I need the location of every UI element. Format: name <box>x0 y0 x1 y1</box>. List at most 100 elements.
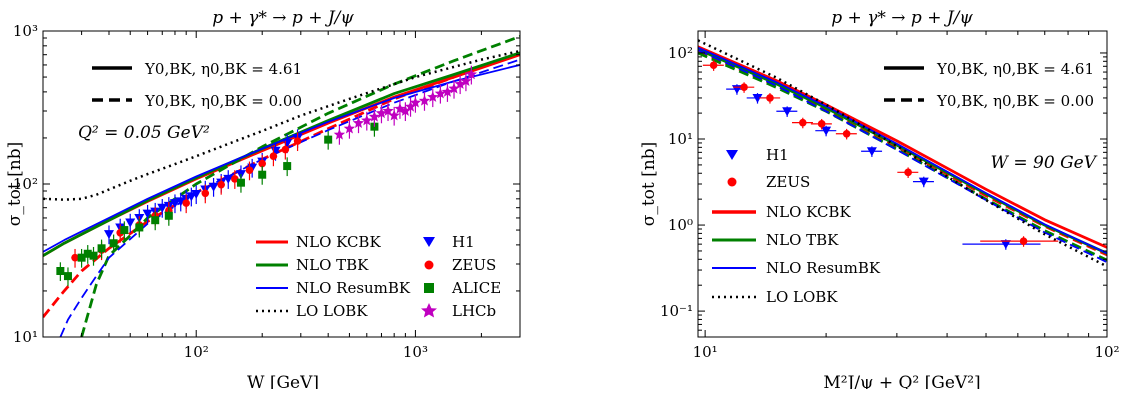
legend-marker-zeus-2 <box>727 177 737 187</box>
chart-1-series-lhcb-star-point-17 <box>454 75 466 95</box>
chart-1-series-alice-square-point-7 <box>120 221 129 241</box>
chart-1-series-zeus-circle-marker <box>71 253 79 262</box>
x-tick-label: 10² <box>184 343 209 361</box>
chart-1-series-lhcb-star-point-0 <box>333 125 346 145</box>
chart-1-series-h1-triangle-down-marker <box>191 190 202 200</box>
chart-2-series-zeus-circle-point-7 <box>980 236 1059 247</box>
chart-1-series-lhcb-star-marker <box>368 110 381 122</box>
chart-2-series-h1-triangle-down-marker <box>1000 240 1011 250</box>
y-tick-label: 10¹ <box>13 328 38 346</box>
chart-2-annotation-w: W = 90 GeV <box>991 153 1098 173</box>
chart-1-series-lhcb-star-marker <box>418 94 431 106</box>
chart-1-series-alice-square-marker <box>109 239 118 248</box>
chart-2-series-zeus-circle-point-0 <box>702 60 724 71</box>
chart-1-series-alice-square-point-14 <box>324 130 333 150</box>
chart-1-series-zeus-circle-marker <box>201 189 210 198</box>
chart-1-series-lhcb-star-marker <box>375 107 388 119</box>
chart-1-series-lhcb-star-marker <box>460 75 472 86</box>
chart-1-series-lhcb-star-marker <box>361 114 373 126</box>
legend-marker-lhcb <box>421 303 437 318</box>
chart-1-series-zeus-circle-marker <box>182 199 190 207</box>
chart-1-series-lhcb-star-marker <box>454 78 466 89</box>
chart-1-series-lhcb-star-marker <box>388 109 400 121</box>
chart-1-series-alice-square-point-1 <box>63 267 72 287</box>
chart-1-series-lhcb-star-point-18 <box>460 72 472 92</box>
chart-1-series-h1-triangle-down-marker <box>169 199 180 209</box>
chart-1-series-h1-triangle-down-marker <box>142 209 153 219</box>
chart-1-series-h1-triangle-down-marker <box>125 218 136 228</box>
chart-1-series-lhcb-star-marker <box>448 82 460 94</box>
legend-label-lo-lobk-2: LO LOBK <box>766 288 838 306</box>
y-tick-label: 10⁻¹ <box>660 302 693 320</box>
chart-1-series-alice-square-marker <box>77 253 86 262</box>
chart-1-series-h1-triangle-down-point-14 <box>208 178 219 197</box>
chart-1-series-lhcb-star-point-6 <box>382 102 394 122</box>
chart-1-series-alice-square-point-2 <box>77 248 86 268</box>
chart-1-series-zeus-circle-marker <box>245 166 254 175</box>
chart-1-series-zeus-circle-marker <box>217 180 225 189</box>
chart-1-series-zeus-circle-point-12 <box>269 147 278 167</box>
chart-1-series-alice-square-marker <box>164 211 173 220</box>
chart-1-series-alice-square-marker <box>236 178 245 187</box>
chart-1-series-h1-triangle-down-marker <box>223 174 234 184</box>
chart-1-series-alice-square-marker <box>97 244 106 253</box>
chart-2-series-lo-lobk-dotted <box>698 39 1107 268</box>
chart-2-series-zeus-circle-marker <box>1019 237 1028 245</box>
chart-2-series-nlo-resumbk-solid <box>698 46 1107 255</box>
chart-1-series-lhcb-star-point-2 <box>352 114 365 134</box>
chart-1-series-alice-square-marker <box>283 162 292 171</box>
chart-1-series-alice-square-marker <box>324 135 333 144</box>
chart-2-legend: H1 ZEUS NLO KCBK NLO TBK NLO ResumBK LO … <box>712 146 881 306</box>
chart-2-series-zeus-circle-point-4 <box>810 118 832 130</box>
chart-1-series-zeus-circle-point-10 <box>245 161 254 181</box>
chart-1-series-lhcb-star-point-19 <box>465 65 478 85</box>
chart-2-annotation-dashed: Y0,BK, η0,BK = 0.00 <box>936 92 1094 110</box>
chart-1-series-alice-square-marker <box>56 267 65 276</box>
chart-2-annotation-solid: Y0,BK, η0,BK = 4.61 <box>936 60 1094 78</box>
chart-1-series-h1-triangle-down-marker <box>103 230 114 240</box>
chart-1-series-h1-triangle-down-point-12 <box>191 185 202 205</box>
y-tick-label: 10⁰ <box>668 216 693 234</box>
legend-label-nlo-tbk-2: NLO TBK <box>766 231 839 249</box>
chart-1-series-zeus-circle-marker <box>269 152 278 160</box>
chart-2-title: p + γ* → p + J/ψ <box>831 8 973 28</box>
chart-2-series-zeus-circle-point-1 <box>733 82 755 93</box>
chart-1-series-alice-square-point-3 <box>83 245 92 264</box>
chart-1-series-h1-triangle-down-marker <box>282 139 293 149</box>
chart-1-series-lhcb-star-point-13 <box>427 88 439 108</box>
chart-1-series-lhcb-star-point-4 <box>368 108 381 127</box>
chart-2-ticks: 10¹ 10² 10⁻¹ 10⁰ 10¹ 10² <box>660 31 1120 361</box>
chart-1-series-h1-triangle-down-point-16 <box>223 170 234 189</box>
chart-1-series-zeus-circle-point-7 <box>201 184 210 204</box>
chart-2-series-zeus-circle-point-6 <box>897 167 919 178</box>
chart-2-series-zeus-circle-point-2 <box>759 93 781 104</box>
chart-1-series-lhcb-star-marker <box>382 105 394 116</box>
legend-label-lo-lobk: LO LOBK <box>296 302 368 320</box>
chart-1-series-alice-square-point-12 <box>258 166 267 185</box>
chart-1-ylabel: σ_tot [nb] <box>5 142 25 227</box>
chart-1-series-lhcb-star-marker <box>409 96 422 108</box>
chart-1-series-alice-square-marker <box>151 216 160 225</box>
y-tick-label: 10² <box>668 44 693 62</box>
chart-2-series-zeus-circle-point-5 <box>835 128 857 140</box>
chart-1-series-alice-square-point-13 <box>283 157 292 177</box>
chart-2-series-h1-triangle-down-marker <box>821 126 832 136</box>
chart-1-series-alice-square-point-6 <box>109 234 118 254</box>
legend-label-zeus-2: ZEUS <box>766 173 810 191</box>
chart-1-series-lhcb-star-marker <box>404 100 417 112</box>
chart-1-series-alice-square-marker <box>89 251 98 260</box>
chart-1-series-alice-square-point-11 <box>236 173 245 193</box>
chart-1-series-alice-square-point-9 <box>151 211 160 231</box>
chart-2-series-h1-triangle-down-marker <box>782 107 793 117</box>
x-tick-label: 10³ <box>403 343 428 361</box>
chart-1-series-nlo-tbk-solid <box>43 51 520 257</box>
legend-marker-alice <box>424 283 434 293</box>
chart-1-series-lhcb-star-point-15 <box>441 83 454 102</box>
legend-label-nlo-kcbk-2: NLO KCBK <box>766 203 851 221</box>
chart-2-series-h1-triangle-down-point-3 <box>815 125 837 137</box>
chart-1-series-h1-triangle-down-point-6 <box>157 198 168 218</box>
chart-1-series-zeus-circle-point-13 <box>281 140 290 160</box>
chart-1-series-alice-square-marker <box>258 170 267 179</box>
chart-2-series-zeus-circle-marker <box>842 129 851 138</box>
